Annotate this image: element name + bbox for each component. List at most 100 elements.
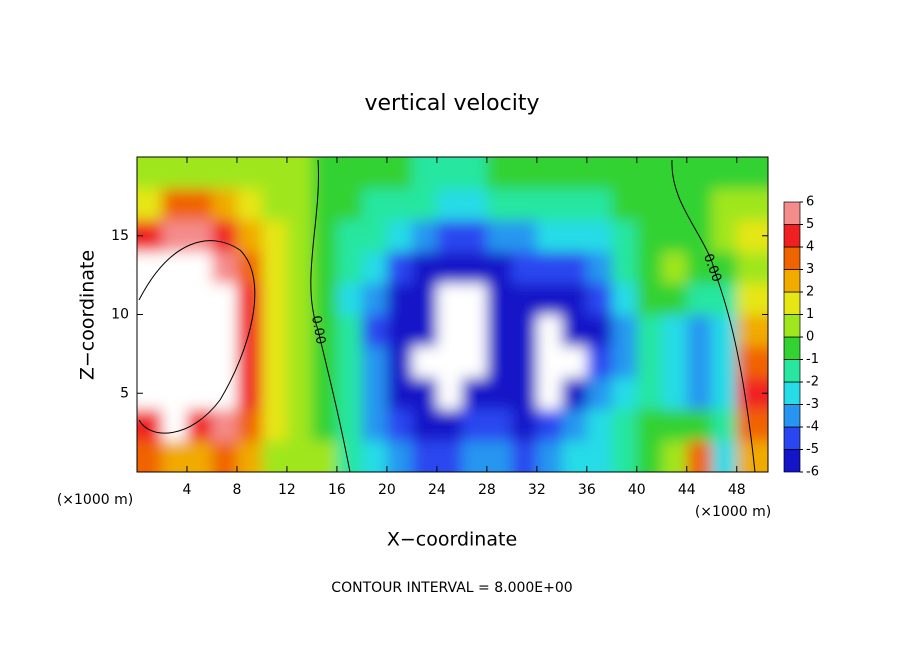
heat-cell [336,377,363,410]
heat-cell [386,220,413,252]
field [137,157,768,472]
heat-cell [561,346,588,378]
heat-cell [636,188,663,221]
heat-cell [511,409,538,441]
heat-cell [486,377,513,410]
heat-cell [386,440,413,472]
heat-cell [661,440,688,472]
heat-cell [711,188,738,221]
heat-cell [336,251,363,284]
y-tick-label: 5 [120,385,129,401]
heat-cell [436,157,463,189]
heat-cell [711,346,738,378]
x-unit-right: (×1000 m) [695,504,771,520]
heat-cell [361,440,388,472]
heat-cell [486,157,513,189]
x-tick-label: 40 [628,482,646,498]
heat-cell [211,251,238,284]
heat-cell [211,188,238,221]
heat-cell [636,283,663,315]
heat-cell [661,188,688,221]
heat-cell [711,220,738,252]
heat-cell [461,377,488,410]
heat-cell [261,251,288,284]
heat-cell [511,346,538,378]
heat-cell [511,314,538,347]
colorbar-label: -5 [806,442,819,457]
heat-cell [186,377,213,410]
heat-cell [486,314,513,347]
heat-cell [161,314,188,347]
heat-cell [486,188,513,221]
colorbar-box [783,336,801,360]
heat-cell [711,409,738,441]
heat-cell [536,188,563,221]
contour-line [310,159,351,473]
colorbar-box [783,404,801,428]
heat-cell [461,409,488,441]
heat-cell [636,251,663,284]
heat-cell [411,346,438,378]
heat-cell [586,346,613,378]
heat-cell [561,283,588,315]
heat-cell [486,283,513,315]
heat-cell [161,188,188,221]
x-tick-label: 36 [578,482,596,498]
x-tick-label: 16 [328,482,346,498]
heat-cell [736,409,768,441]
heat-cell [336,220,363,252]
heat-cell [311,440,338,472]
heat-cell [236,188,263,221]
heat-cell [511,251,538,284]
contour-line [671,159,756,473]
heat-cell [586,409,613,441]
heat-cell [586,314,613,347]
colorbar-box [783,269,801,293]
heat-cell [137,440,163,472]
heat-cell [561,157,588,189]
heat-cell [286,251,313,284]
heat-cell [586,188,613,221]
heat-cell [336,283,363,315]
heat-cell [561,314,588,347]
heat-cell [636,157,663,189]
heat-cell [161,409,188,441]
y-tick-label: 10 [111,307,129,323]
heat-cell [436,440,463,472]
footer: CONTOUR INTERVAL = 8.000E+00 [331,580,572,596]
heat-cell [186,157,213,189]
heat-cell [561,188,588,221]
x-unit-left: (×1000 m) [57,492,133,508]
heat-cell [361,283,388,315]
contour-line [138,240,256,434]
heat-cell [211,157,238,189]
heat-cell [686,440,713,472]
heat-cell [686,157,713,189]
heat-cell [386,346,413,378]
heat-cell [161,157,188,189]
heat-cell [137,188,163,221]
heat-cell [311,314,338,347]
heat-cell [137,346,163,378]
heat-cell [661,157,688,189]
x-tick-label: 44 [678,482,696,498]
heat-cell [361,220,388,252]
heat-cell [236,377,263,410]
heat-cell [336,188,363,221]
x-tick-label: 24 [428,482,446,498]
heat-cell [661,251,688,284]
colorbar-label: -1 [806,352,819,367]
colorbar-box [783,224,801,248]
heat-cell [686,346,713,378]
heat-cell [137,283,163,315]
heat-cell [286,283,313,315]
heat-cell [561,220,588,252]
x-tick-label: 8 [232,482,241,498]
heat-cell [186,251,213,284]
heat-cell [311,283,338,315]
heat-cell [436,346,463,378]
heat-cell [186,314,213,347]
heat-cell [611,346,638,378]
heat-cell [536,157,563,189]
